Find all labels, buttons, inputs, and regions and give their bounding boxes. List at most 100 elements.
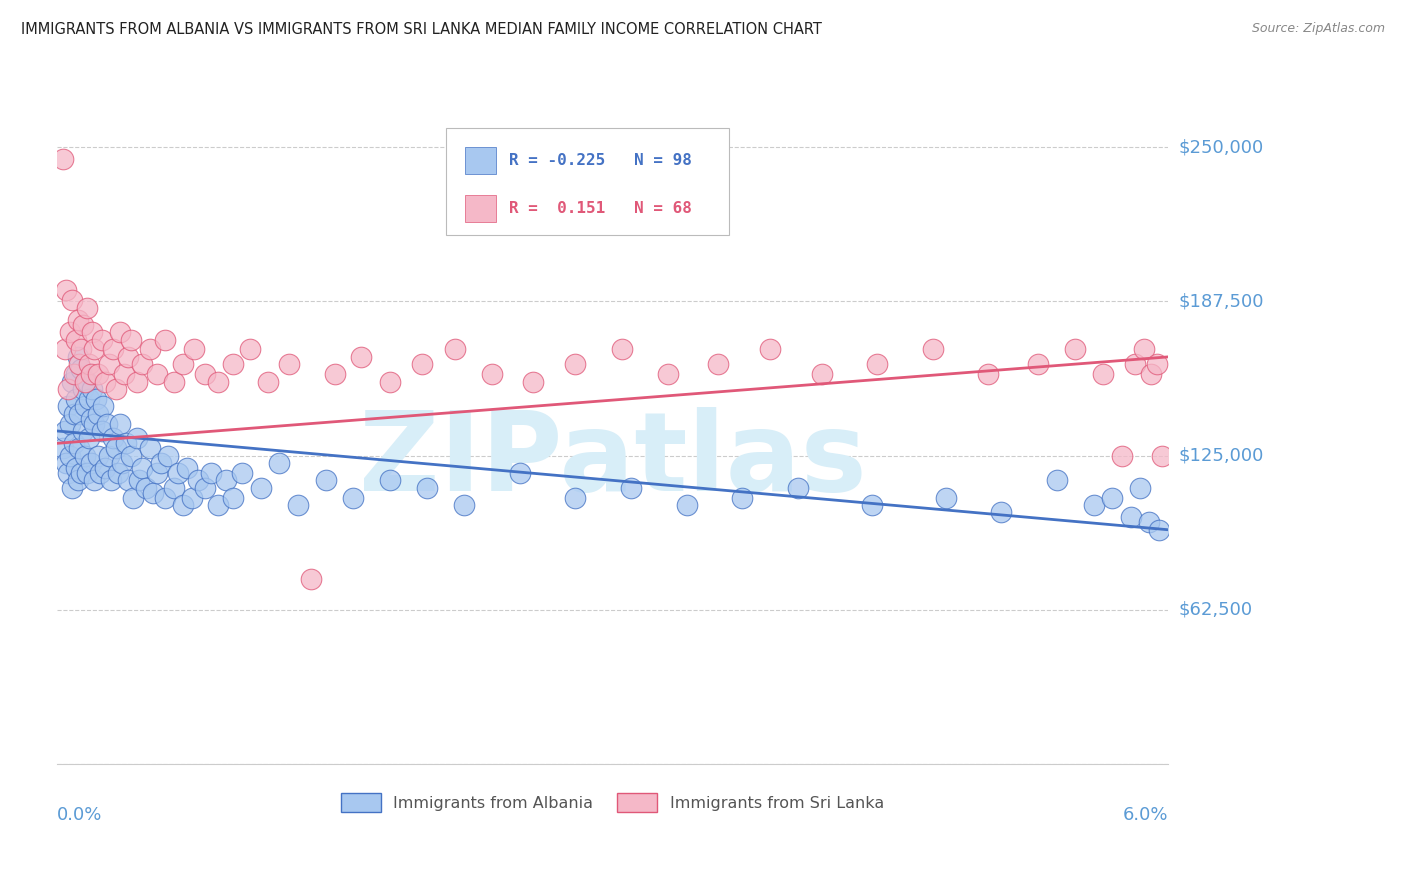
- Point: [146, 367, 169, 381]
- Point: [125, 431, 148, 445]
- Point: [153, 491, 176, 505]
- Point: [786, 481, 808, 495]
- Point: [58, 399, 80, 413]
- Point: [98, 357, 121, 371]
- Point: [67, 357, 90, 371]
- Point: [707, 357, 730, 371]
- Point: [1064, 343, 1087, 357]
- Point: [58, 466, 80, 480]
- Point: [990, 505, 1012, 519]
- Point: [100, 474, 122, 488]
- Point: [183, 343, 205, 357]
- Point: [610, 343, 633, 357]
- Point: [65, 333, 87, 347]
- Point: [380, 375, 402, 389]
- Text: $125,000: $125,000: [1180, 447, 1264, 465]
- Point: [77, 357, 100, 371]
- Point: [66, 313, 89, 327]
- Point: [207, 375, 229, 389]
- Point: [53, 424, 76, 438]
- Point: [1092, 367, 1115, 381]
- Point: [187, 474, 209, 488]
- Point: [107, 466, 129, 480]
- Point: [84, 392, 107, 406]
- Point: [66, 474, 89, 488]
- Point: [90, 424, 112, 438]
- Point: [146, 466, 169, 480]
- Point: [73, 449, 96, 463]
- Point: [231, 466, 253, 480]
- Point: [194, 367, 217, 381]
- Legend: Immigrants from Albania, Immigrants from Sri Lanka: Immigrants from Albania, Immigrants from…: [335, 786, 891, 819]
- Point: [55, 456, 77, 470]
- Point: [509, 466, 531, 480]
- Point: [87, 367, 110, 381]
- Point: [63, 436, 86, 450]
- Point: [76, 301, 98, 315]
- Bar: [465, 147, 496, 174]
- Point: [72, 318, 94, 332]
- Point: [122, 491, 145, 505]
- Point: [63, 407, 86, 421]
- Point: [59, 325, 82, 339]
- Point: [200, 466, 222, 480]
- Point: [380, 474, 402, 488]
- Point: [59, 417, 82, 431]
- Bar: [465, 194, 496, 222]
- Point: [66, 350, 89, 364]
- Point: [866, 357, 889, 371]
- Point: [277, 357, 299, 371]
- Text: $187,500: $187,500: [1180, 293, 1264, 310]
- Point: [675, 498, 697, 512]
- Point: [731, 491, 754, 505]
- Point: [131, 461, 153, 475]
- Point: [157, 449, 180, 463]
- Point: [350, 350, 373, 364]
- Point: [65, 461, 87, 475]
- Point: [125, 375, 148, 389]
- Point: [522, 375, 544, 389]
- Point: [73, 375, 96, 389]
- Point: [935, 491, 957, 505]
- Point: [1129, 481, 1152, 495]
- Point: [1152, 449, 1174, 463]
- Point: [83, 474, 105, 488]
- Point: [214, 474, 236, 488]
- Point: [77, 431, 100, 445]
- Point: [222, 491, 245, 505]
- Text: IMMIGRANTS FROM ALBANIA VS IMMIGRANTS FROM SRI LANKA MEDIAN FAMILY INCOME CORREL: IMMIGRANTS FROM ALBANIA VS IMMIGRANTS FR…: [21, 22, 823, 37]
- Point: [1140, 367, 1163, 381]
- Point: [453, 498, 475, 512]
- Point: [249, 481, 271, 495]
- Point: [79, 411, 101, 425]
- Point: [138, 442, 160, 456]
- Point: [1046, 474, 1069, 488]
- Point: [117, 350, 139, 364]
- Point: [114, 436, 136, 450]
- Point: [207, 498, 229, 512]
- Point: [67, 442, 90, 456]
- Point: [149, 456, 172, 470]
- Point: [87, 407, 110, 421]
- Point: [222, 357, 245, 371]
- Point: [83, 343, 105, 357]
- Point: [194, 481, 217, 495]
- Point: [105, 382, 128, 396]
- Point: [52, 153, 75, 167]
- Point: [111, 456, 134, 470]
- Point: [564, 357, 586, 371]
- Point: [153, 333, 176, 347]
- Point: [101, 343, 124, 357]
- Point: [120, 449, 142, 463]
- Point: [163, 481, 186, 495]
- Point: [101, 431, 124, 445]
- Point: [481, 367, 503, 381]
- Point: [564, 491, 586, 505]
- Point: [112, 367, 135, 381]
- Point: [1026, 357, 1049, 371]
- Point: [172, 498, 194, 512]
- Point: [1146, 357, 1168, 371]
- Point: [620, 481, 643, 495]
- Text: 6.0%: 6.0%: [1122, 805, 1168, 823]
- Text: ZIPatlas: ZIPatlas: [359, 407, 866, 514]
